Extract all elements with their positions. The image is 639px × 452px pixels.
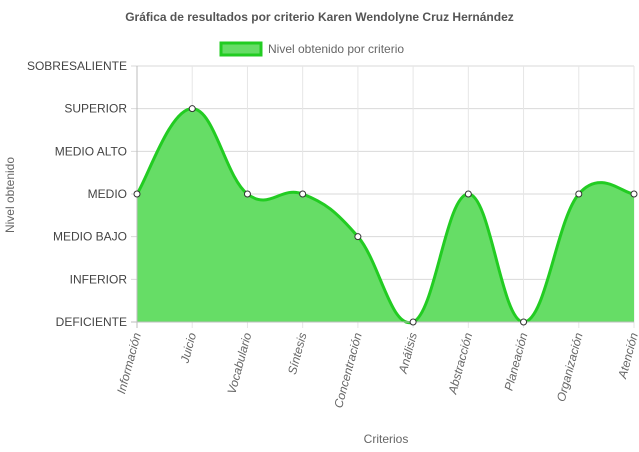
data-point[interactable] xyxy=(575,190,583,198)
x-tick-label: Organización xyxy=(554,331,586,403)
x-tick-label: Síntesis xyxy=(285,331,310,376)
series-area-group xyxy=(135,107,635,325)
data-point[interactable] xyxy=(354,233,362,241)
data-point[interactable] xyxy=(243,190,251,198)
x-tick-label: Concentración xyxy=(331,331,365,410)
legend-swatch[interactable] xyxy=(219,41,263,57)
x-axis-label: Criterios xyxy=(364,432,409,446)
data-point[interactable] xyxy=(188,105,196,113)
chart-title: Gráfica de resultados por criterio Karen… xyxy=(125,10,514,24)
x-tick-label: Atención xyxy=(615,331,639,381)
y-tick-label: MEDIO ALTO xyxy=(55,144,127,158)
y-axis-label: Nivel obtenido xyxy=(3,157,17,233)
y-tick-label: MEDIO xyxy=(88,187,127,201)
data-point[interactable] xyxy=(299,190,307,198)
data-point[interactable] xyxy=(464,190,472,198)
x-tick-labels: Información Juicio Vocabulario Síntesis Conc… xyxy=(114,331,639,410)
legend-label[interactable]: Nivel obtenido por criterio xyxy=(268,42,404,56)
y-tick-label: SUPERIOR xyxy=(64,102,127,116)
y-tick-label: MEDIO BAJO xyxy=(53,230,127,244)
x-tick-label: Vocabulario xyxy=(225,331,255,396)
legend[interactable]: Nivel obtenido por criterio xyxy=(219,41,404,57)
y-tick-label: INFERIOR xyxy=(70,272,128,286)
data-point[interactable] xyxy=(133,190,141,198)
y-tick-labels: DEFICIENTE INFERIOR MEDIO BAJO MEDIO MEDIO A… xyxy=(27,59,127,329)
x-tick-label: Análisis xyxy=(396,331,420,376)
x-tick-label: Información xyxy=(114,331,144,395)
x-tick-label: Juicio xyxy=(177,331,199,366)
x-tick-label: Abstracción xyxy=(445,331,475,396)
data-point[interactable] xyxy=(630,190,638,198)
y-tick-label: SOBRESALIENTE xyxy=(27,59,127,73)
y-tick-label: DEFICIENTE xyxy=(56,315,127,329)
x-tick-label: Planeación xyxy=(502,331,531,392)
data-points xyxy=(133,105,638,326)
data-point[interactable] xyxy=(520,318,528,326)
series-area xyxy=(137,108,634,323)
data-point[interactable] xyxy=(409,318,417,326)
